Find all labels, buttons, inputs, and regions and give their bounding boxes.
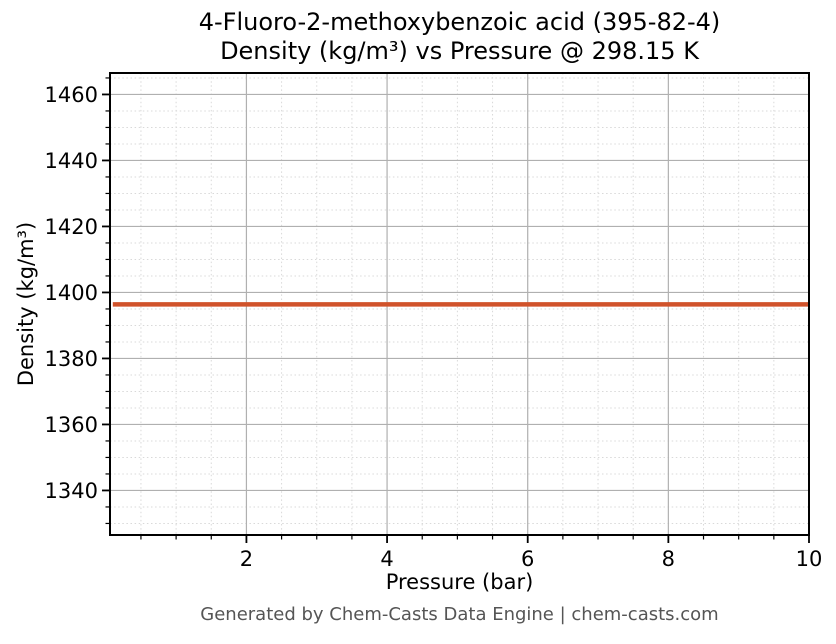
y-tick-label: 1420 [45, 215, 98, 239]
x-tick-label: 6 [521, 547, 534, 571]
x-tick-label: 8 [662, 547, 675, 571]
y-tick-label: 1400 [45, 281, 98, 305]
x-tick-label: 2 [240, 547, 253, 571]
y-tick-label: 1380 [45, 347, 98, 371]
x-tick-label: 4 [380, 547, 393, 571]
footer-credit: Generated by Chem-Casts Data Engine | ch… [200, 604, 719, 625]
y-tick-label: 1340 [45, 479, 98, 503]
y-tick-label: 1460 [45, 83, 98, 107]
chart-title-line2: Density (kg/m³) vs Pressure @ 298.15 K [220, 37, 699, 65]
x-axis-label: Pressure (bar) [385, 570, 534, 594]
plot-border-group [109, 72, 810, 536]
y-axis-label: Density (kg/m³) [14, 221, 38, 387]
y-tick-label: 1360 [45, 413, 98, 437]
chart-title-line1: 4-Fluoro-2-methoxybenzoic acid (395-82-4… [198, 8, 721, 36]
plot-border [109, 72, 810, 536]
x-tick-label: 10 [796, 547, 823, 571]
y-tick-label: 1440 [45, 149, 98, 173]
chart-title: 4-Fluoro-2-methoxybenzoic acid (395-82-4… [110, 8, 809, 66]
axis-tick-labels: 2 4 6 8 10 1340 1360 1380 1400 1420 1440 1460 [45, 83, 823, 571]
axis-ticks [102, 77, 810, 543]
